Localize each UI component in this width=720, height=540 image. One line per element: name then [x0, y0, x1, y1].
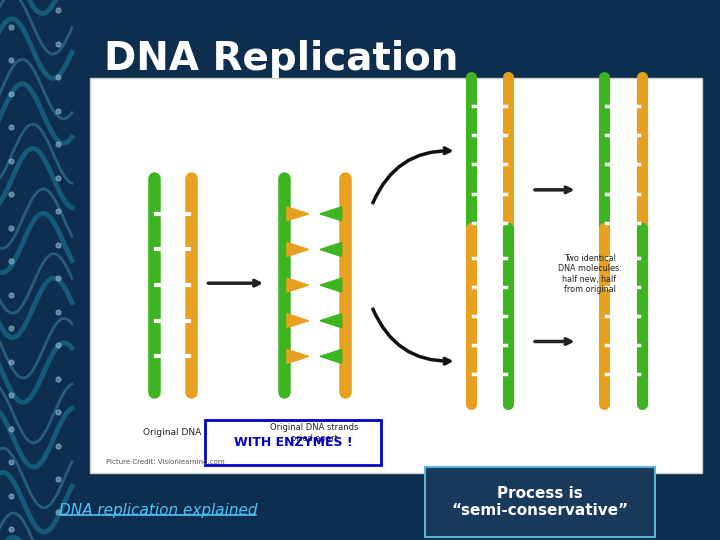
FancyBboxPatch shape: [205, 421, 382, 465]
Text: WITH ENZYMES !: WITH ENZYMES !: [234, 436, 353, 449]
Text: Two identical
DNA molecules:
half new, half
from original: Two identical DNA molecules: half new, h…: [558, 254, 621, 294]
FancyBboxPatch shape: [425, 467, 655, 537]
Polygon shape: [287, 242, 309, 256]
Polygon shape: [320, 278, 342, 292]
Polygon shape: [320, 314, 342, 328]
Polygon shape: [320, 349, 342, 363]
Text: DNA replication explained: DNA replication explained: [59, 503, 258, 518]
Text: Process is
“semi-conservative”: Process is “semi-conservative”: [451, 486, 629, 518]
Text: Original DNA strands
pried apart: Original DNA strands pried apart: [270, 423, 359, 443]
Polygon shape: [320, 242, 342, 256]
Text: Picture Credit: Visionlearning.com: Picture Credit: Visionlearning.com: [106, 459, 225, 465]
Polygon shape: [287, 278, 309, 292]
Polygon shape: [287, 349, 309, 363]
Polygon shape: [287, 314, 309, 328]
Text: Original DNA: Original DNA: [143, 428, 202, 437]
FancyBboxPatch shape: [90, 78, 702, 472]
Text: DNA Replication: DNA Replication: [104, 40, 459, 78]
Polygon shape: [320, 207, 342, 221]
Polygon shape: [287, 207, 309, 221]
